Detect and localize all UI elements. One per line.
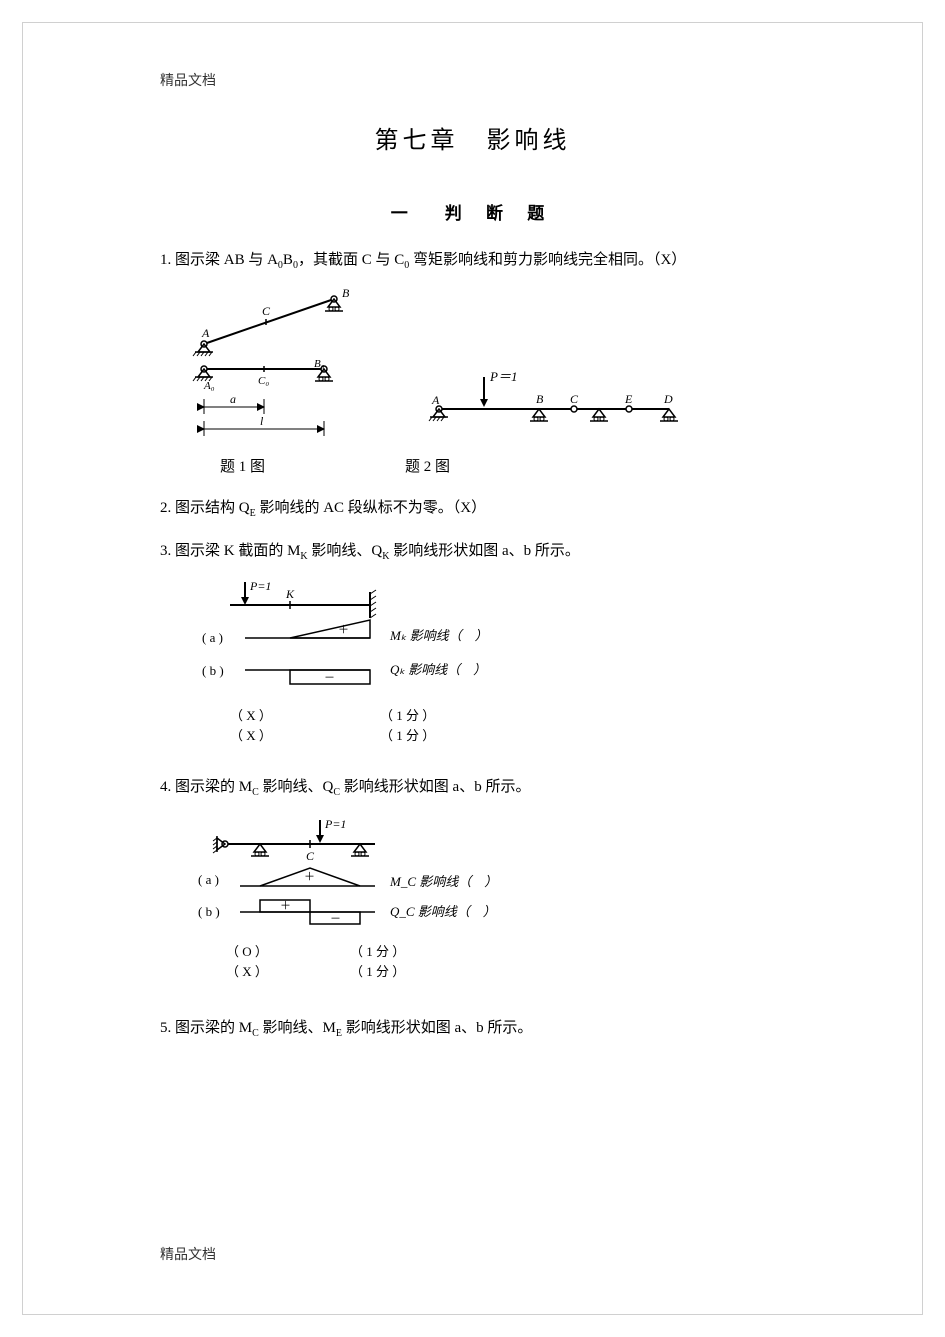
svg-text:（ 1 分 ）: （ 1 分 ） <box>350 944 405 959</box>
svg-text:E: E <box>624 392 633 406</box>
caption-2: 题 2 图 <box>405 455 450 476</box>
svg-text:C: C <box>570 392 579 406</box>
svg-text:（ 1 分 ）: （ 1 分 ） <box>350 964 405 979</box>
svg-text:Q_C 影响线（ ）: Q_C 影响线（ ） <box>390 904 496 919</box>
question-2: 2. 图示结构 QE 影响线的 AC 段纵标不为零。（X） <box>160 494 785 523</box>
svg-text:D: D <box>663 392 673 406</box>
svg-text:（ 1 分 ）: （ 1 分 ） <box>380 708 435 723</box>
page-header: 精品文档 <box>160 70 785 90</box>
chapter-title: 第七章 影响线 <box>160 120 785 155</box>
svg-text:＋: ＋ <box>304 871 315 883</box>
svg-text:－: － <box>324 672 335 684</box>
svg-text:（ 1 分 ）: （ 1 分 ） <box>380 728 435 743</box>
q1-figure-1: A B C A₀ C₀ B₀ a l <box>174 289 384 449</box>
svg-text:Qₖ 影响线（ ）: Qₖ 影响线（ ） <box>390 662 486 677</box>
svg-text:－: － <box>330 913 341 925</box>
svg-text:A₀: A₀ <box>203 380 215 392</box>
svg-text:M_C 影响线（ ）: M_C 影响线（ ） <box>389 874 497 889</box>
caption-1: 题 1 图 <box>220 455 265 476</box>
svg-text:＋: ＋ <box>338 624 349 636</box>
q3-num: 3. <box>160 543 171 559</box>
svg-text:（ O ）: （ O ） <box>226 944 268 959</box>
q1-text: 图示梁 AB 与 A0B0，其截面 C 与 C0 弯矩影响线和剪力影响线完全相同… <box>175 252 686 268</box>
svg-text:C: C <box>262 304 271 318</box>
q1-figure-2: P＝1 A B C E D <box>424 359 684 449</box>
svg-text:l: l <box>260 414 264 428</box>
svg-text:P＝1: P＝1 <box>489 369 517 384</box>
svg-text:( a ): ( a ) <box>202 630 223 645</box>
section-title: 一 判 断 题 <box>160 199 785 224</box>
svg-text:A: A <box>201 326 210 340</box>
svg-text:B: B <box>342 289 350 300</box>
svg-text:C: C <box>306 849 315 863</box>
q1-captions: 题 1 图 题 2 图 <box>220 455 785 476</box>
svg-text:B₀: B₀ <box>314 358 325 370</box>
svg-text:B: B <box>536 392 544 406</box>
svg-text:a: a <box>230 392 236 406</box>
question-1: 1. 图示梁 AB 与 A0B0，其截面 C 与 C0 弯矩影响线和剪力影响线完… <box>160 246 785 275</box>
question-3: 3. 图示梁 K 截面的 MK 影响线、QK 影响线形状如图 a、b 所示。 <box>160 537 785 566</box>
svg-text:( b ): ( b ) <box>198 904 220 919</box>
svg-text:＋: ＋ <box>280 900 291 912</box>
svg-text:P=1: P=1 <box>324 817 346 831</box>
question-4: 4. 图示梁的 MC 影响线、QC 影响线形状如图 a、b 所示。 <box>160 773 785 802</box>
svg-text:C₀: C₀ <box>258 375 269 387</box>
svg-text:K: K <box>285 587 295 601</box>
q3-diagram: P=1 K ( a ) ＋ Mₖ 影响线（ ） ( b ) － Qₖ 影响线（ … <box>190 580 785 755</box>
q2-num: 2. <box>160 500 171 516</box>
q4-num: 4. <box>160 779 171 795</box>
svg-text:( b ): ( b ) <box>202 663 224 678</box>
svg-text:（ X ）: （ X ） <box>226 964 268 979</box>
page-footer: 精品文档 <box>160 1244 216 1264</box>
svg-text:A: A <box>431 393 440 407</box>
q1-figures: A B C A₀ C₀ B₀ a l <box>174 289 785 449</box>
svg-text:( a ): ( a ) <box>198 872 219 887</box>
q4-diagram: P=1 C ( a ) ＋ M_C 影响线（ ） ( b ) ＋ － Q_C 影… <box>190 816 785 996</box>
svg-text:Mₖ 影响线（ ）: Mₖ 影响线（ ） <box>389 628 488 643</box>
svg-text:P=1: P=1 <box>249 580 271 593</box>
q5-num: 5. <box>160 1020 171 1036</box>
svg-text:（ X ）: （ X ） <box>230 708 272 723</box>
question-5: 5. 图示梁的 MC 影响线、ME 影响线形状如图 a、b 所示。 <box>160 1014 785 1043</box>
q1-num: 1. <box>160 252 171 268</box>
svg-text:（ X ）: （ X ） <box>230 728 272 743</box>
